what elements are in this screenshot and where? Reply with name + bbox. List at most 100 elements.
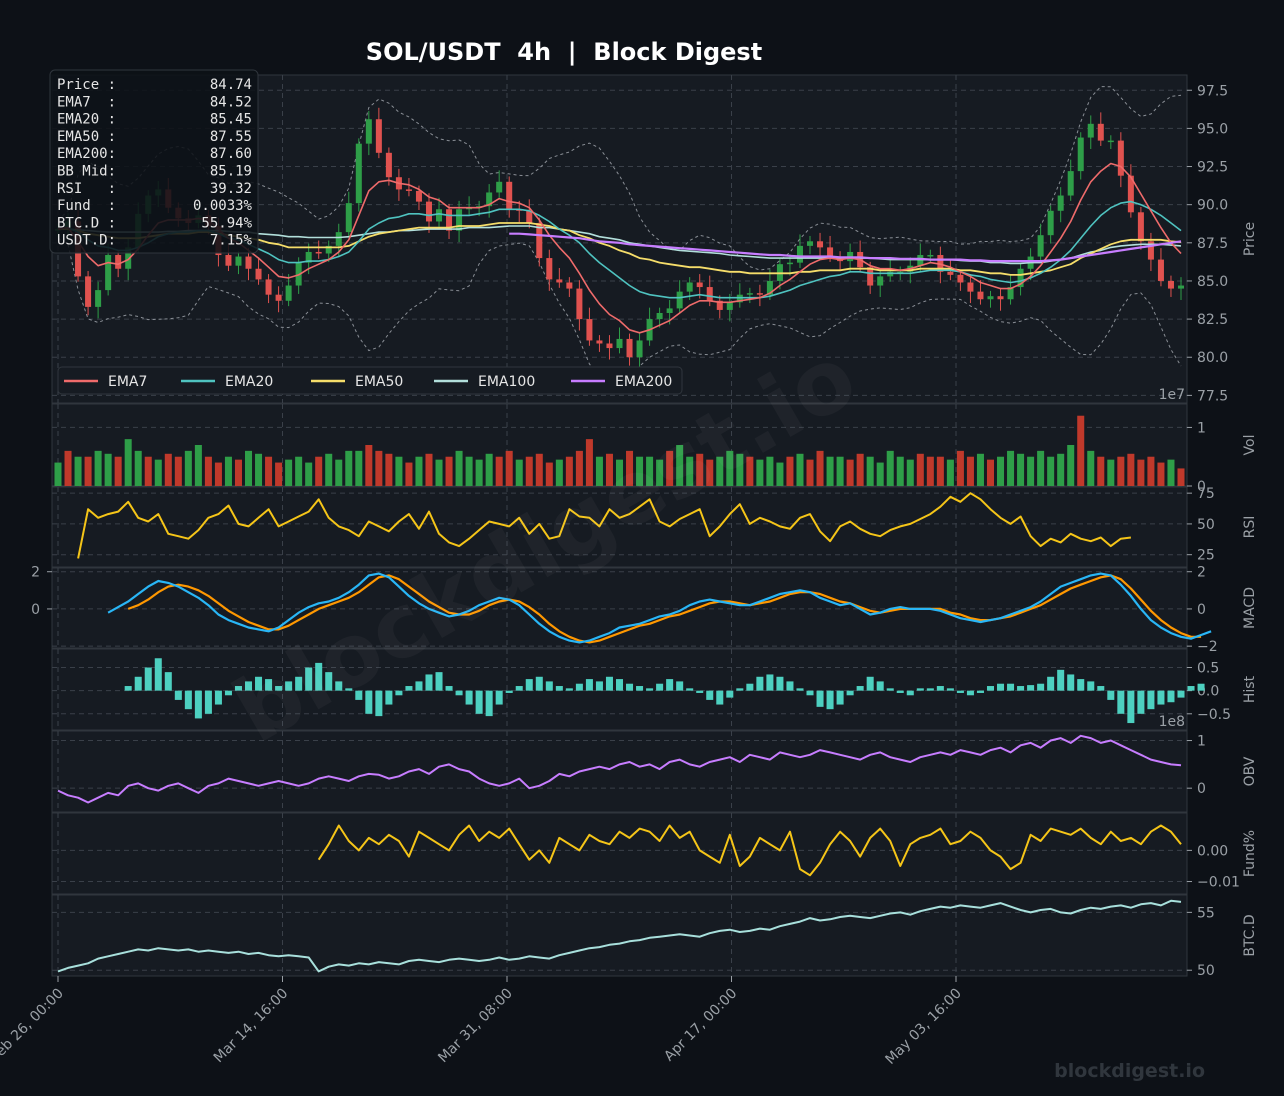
- volume-bar: [756, 459, 764, 486]
- histogram-bar: [224, 690, 232, 696]
- candle-body: [756, 293, 763, 295]
- volume-bar: [806, 459, 814, 486]
- candle-body: [375, 119, 382, 153]
- histogram-bar: [806, 690, 814, 696]
- candle-body: [696, 282, 703, 288]
- y-axis-label: Fund%: [1242, 830, 1258, 877]
- histogram-bar: [174, 690, 182, 700]
- histogram-bar: [194, 690, 202, 719]
- volume-bar: [1047, 456, 1055, 486]
- candle-body: [345, 203, 352, 233]
- chart-title: SOL/USDT 4h | Block Digest: [366, 38, 762, 66]
- candle-body: [235, 256, 242, 266]
- histogram-bar: [866, 676, 874, 691]
- volume-bar: [656, 459, 664, 486]
- volume-bar: [234, 459, 242, 486]
- histogram-bar: [926, 688, 934, 691]
- volume-bar: [1067, 445, 1075, 486]
- histogram-bar: [435, 672, 443, 691]
- candle-body: [425, 201, 432, 222]
- volume-bar: [275, 462, 283, 486]
- histogram-bar: [676, 681, 684, 691]
- volume-bar: [84, 456, 92, 486]
- candle-body: [1137, 212, 1144, 242]
- y-axis-label: Price: [1242, 222, 1258, 256]
- volume-bar: [255, 453, 263, 486]
- y-tick-label: 2: [1197, 565, 1206, 581]
- candle-body: [496, 181, 503, 193]
- y-tick-label-left: 2: [31, 565, 40, 581]
- histogram-bar: [124, 686, 132, 691]
- histogram-bar: [997, 683, 1005, 691]
- volume-bar: [114, 456, 122, 486]
- candle-body: [1167, 280, 1174, 289]
- histogram-bar: [305, 667, 313, 691]
- histogram-bar: [1157, 690, 1165, 705]
- candle-body: [446, 209, 453, 231]
- y-tick-label: 50: [1197, 517, 1215, 533]
- funding-line: [317, 824, 1182, 877]
- candle-body: [275, 294, 282, 301]
- legend-box: [57, 366, 683, 395]
- volume-bar: [1057, 453, 1065, 486]
- histogram-bar: [966, 690, 974, 696]
- candle-body: [506, 181, 513, 210]
- candle-body: [1147, 241, 1154, 260]
- candle-body: [616, 338, 623, 349]
- histogram-bar: [144, 667, 152, 691]
- volume-bar: [295, 456, 303, 486]
- histogram-bar: [796, 688, 804, 691]
- legend-label: EMA100: [478, 374, 535, 390]
- volume-bar: [1027, 456, 1035, 486]
- histogram-bar: [1107, 690, 1115, 700]
- volume-bar: [134, 450, 142, 486]
- volume-bar: [395, 456, 403, 486]
- panel-obv: 0 1 OBV: [51, 730, 1258, 813]
- volume-bar: [315, 456, 323, 486]
- volume-bar: [906, 459, 914, 486]
- y-tick-label: 82.5: [1197, 312, 1228, 328]
- candle-body: [726, 302, 733, 310]
- candle-body: [355, 143, 362, 204]
- ema200-line: [509, 232, 1182, 263]
- histogram-bar: [285, 681, 293, 691]
- signal-line: [127, 574, 1202, 644]
- histogram-bar: [786, 681, 794, 691]
- candle-body: [225, 255, 232, 266]
- legend-label: EMA20: [225, 374, 273, 390]
- volume-bar: [445, 456, 453, 486]
- candle-body: [827, 247, 834, 257]
- info-value: 0.0033%: [193, 198, 253, 214]
- info-value: 87.55: [210, 129, 252, 145]
- volume-bar: [736, 453, 744, 486]
- volume-bar: [74, 456, 82, 486]
- histogram-bar: [696, 690, 704, 693]
- histogram-bar: [1007, 683, 1015, 691]
- volume-bar: [1107, 459, 1115, 486]
- volume-bar: [706, 459, 714, 486]
- volume-bar: [796, 453, 804, 486]
- scale-note: 1e7: [1159, 387, 1185, 403]
- histogram-bar: [375, 690, 383, 717]
- y-tick-label-left: 0: [31, 602, 40, 618]
- histogram-bar: [956, 690, 964, 693]
- candle-body: [1017, 268, 1024, 288]
- candle-body: [987, 296, 994, 300]
- histogram-bar: [214, 690, 222, 705]
- histogram-bar: [1147, 690, 1155, 710]
- histogram-bar: [916, 688, 924, 691]
- histogram-bar: [575, 683, 583, 691]
- info-label: Fund :: [57, 198, 116, 214]
- volume-bar: [1137, 459, 1145, 486]
- y-tick-label: 0.5: [1197, 661, 1219, 677]
- panel-background: [51, 486, 1188, 568]
- histogram-bar: [535, 676, 543, 691]
- candle-body: [1117, 140, 1124, 176]
- histogram-bar: [325, 672, 333, 691]
- volume-bar: [1097, 456, 1105, 486]
- histogram-bar: [756, 676, 764, 691]
- histogram-bar: [545, 681, 553, 691]
- candle-body: [486, 192, 493, 207]
- volume-bar: [505, 450, 513, 486]
- histogram-bar: [465, 690, 473, 705]
